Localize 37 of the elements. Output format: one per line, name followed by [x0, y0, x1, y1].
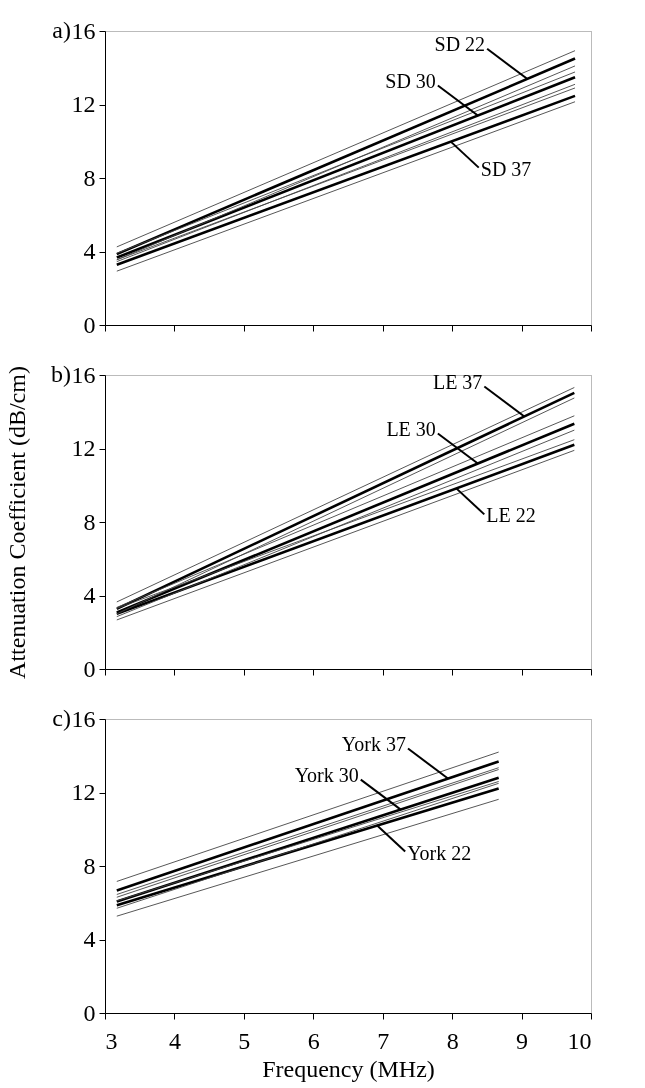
x-axis-title: Frequency (MHz): [262, 1055, 435, 1082]
annotation: York 22: [407, 841, 472, 864]
chart-title: b): [51, 361, 71, 387]
chart-title: c): [52, 705, 71, 731]
x-tick-label: 5: [238, 1027, 251, 1054]
chart-title: a): [52, 17, 71, 43]
x-tick-label: 10: [567, 1027, 592, 1054]
x-tick-label: 7: [377, 1027, 390, 1054]
x-tick-label: 9: [516, 1027, 529, 1054]
annotation: LE 22: [486, 504, 536, 527]
y-tick-label: 12: [71, 91, 96, 117]
annotation: SD 22: [434, 32, 486, 55]
annotation: SD 30: [385, 69, 436, 92]
y-tick-label: 0: [83, 999, 96, 1026]
x-tick-label: 8: [446, 1027, 459, 1054]
y-tick-label: 4: [83, 926, 96, 952]
y-tick-label: 0: [83, 655, 96, 682]
y-tick-label: 0: [83, 311, 96, 338]
y-tick-label: 16: [71, 17, 96, 44]
y-tick-label: 8: [83, 164, 96, 191]
y-tick-label: 8: [83, 852, 96, 879]
annotation: York 30: [294, 763, 359, 786]
y-tick-label: 12: [71, 435, 96, 461]
y-axis-title: Attenuation Coefficient (dB/cm): [3, 366, 30, 679]
y-tick-label: 8: [83, 508, 96, 535]
y-tick-label: 4: [83, 238, 96, 264]
annotation: York 37: [341, 732, 406, 755]
y-tick-label: 16: [71, 361, 96, 388]
annotation: LE 37: [432, 370, 483, 393]
x-tick-label: 6: [307, 1027, 320, 1054]
y-tick-label: 4: [83, 582, 96, 608]
y-tick-label: 12: [71, 779, 96, 805]
y-tick-label: 16: [71, 705, 96, 732]
x-tick-label: 3: [105, 1027, 118, 1054]
x-tick-label: 4: [168, 1027, 181, 1054]
annotation: SD 37: [480, 157, 532, 180]
annotation: LE 30: [386, 417, 436, 440]
